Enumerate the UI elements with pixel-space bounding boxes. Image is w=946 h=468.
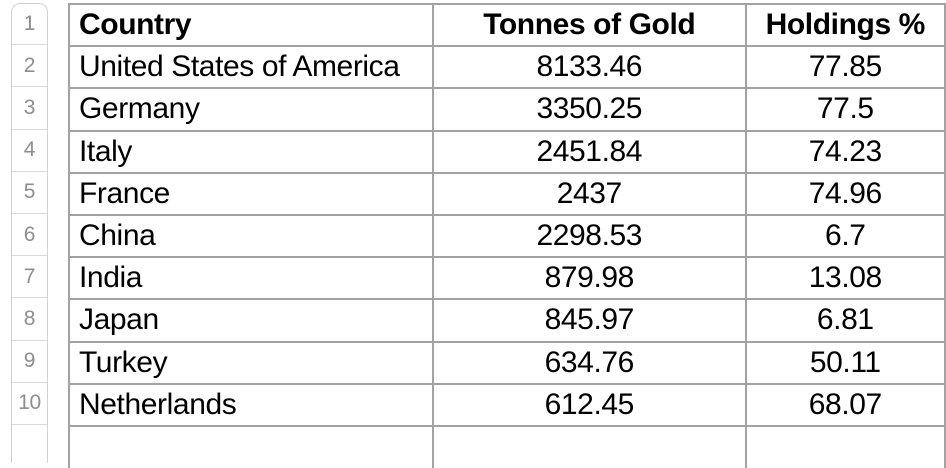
- cell-empty[interactable]: [744, 424, 946, 468]
- table-row: Japan 845.97 6.81: [68, 298, 946, 343]
- row-number-gutter: 1 2 3 4 5 6 7 8 9 10: [11, 3, 48, 463]
- table-row: Turkey 634.76 50.11: [68, 340, 946, 385]
- table-row: Italy 2451.84 74.23: [68, 129, 946, 174]
- cell-holdings[interactable]: 77.85: [744, 45, 946, 90]
- header-row: Country Tonnes of Gold Holdings %: [68, 2, 946, 48]
- cell-tonnes[interactable]: 634.76: [431, 340, 747, 385]
- header-cell-holdings-percent[interactable]: Holdings %: [744, 2, 946, 48]
- row-number[interactable]: 5: [12, 172, 47, 214]
- cell-country[interactable]: China: [68, 213, 434, 259]
- table-row: Germany 3350.25 77.5: [68, 87, 946, 132]
- cell-country[interactable]: Germany: [68, 87, 434, 132]
- cell-holdings[interactable]: 74.96: [744, 171, 946, 216]
- cell-holdings[interactable]: 77.5: [744, 87, 946, 132]
- cell-tonnes[interactable]: 2451.84: [431, 129, 747, 174]
- cell-country[interactable]: France: [68, 171, 434, 216]
- cell-country[interactable]: Turkey: [68, 340, 434, 385]
- cell-tonnes[interactable]: 2298.53: [431, 213, 747, 259]
- row-number-partial[interactable]: [12, 425, 47, 463]
- table-row-partial: [68, 424, 946, 468]
- table-row: China 2298.53 6.7: [68, 213, 946, 259]
- row-number[interactable]: 10: [12, 383, 47, 425]
- cell-tonnes[interactable]: 845.97: [431, 298, 747, 343]
- cell-holdings[interactable]: 6.7: [744, 213, 946, 259]
- cell-tonnes[interactable]: 3350.25: [431, 87, 747, 132]
- row-number[interactable]: 7: [12, 256, 47, 299]
- cell-holdings[interactable]: 6.81: [744, 298, 946, 343]
- cell-tonnes[interactable]: 612.45: [431, 382, 747, 427]
- row-number[interactable]: 4: [12, 130, 47, 172]
- cell-empty[interactable]: [68, 424, 434, 468]
- row-number[interactable]: 1: [12, 4, 47, 46]
- table-row: Netherlands 612.45 68.07: [68, 382, 946, 427]
- header-cell-country[interactable]: Country: [68, 2, 434, 48]
- row-number[interactable]: 9: [12, 341, 47, 383]
- cell-holdings[interactable]: 13.08: [744, 256, 946, 301]
- cell-holdings[interactable]: 74.23: [744, 129, 946, 174]
- cell-holdings[interactable]: 68.07: [744, 382, 946, 427]
- cell-country[interactable]: United States of America: [68, 45, 434, 90]
- table-row: France 2437 74.96: [68, 171, 946, 216]
- row-number[interactable]: 3: [12, 87, 47, 130]
- table-row: India 879.98 13.08: [68, 256, 946, 301]
- row-number[interactable]: 8: [12, 298, 47, 341]
- row-number[interactable]: 6: [12, 214, 47, 257]
- cell-holdings[interactable]: 50.11: [744, 340, 946, 385]
- cell-country[interactable]: Japan: [68, 298, 434, 343]
- cell-country[interactable]: Italy: [68, 129, 434, 174]
- header-cell-tonnes-of-gold[interactable]: Tonnes of Gold: [431, 2, 747, 48]
- cell-tonnes[interactable]: 879.98: [431, 256, 747, 301]
- table-row: United States of America 8133.46 77.85: [68, 45, 946, 90]
- cell-country[interactable]: India: [68, 256, 434, 301]
- row-number[interactable]: 2: [12, 45, 47, 88]
- cell-empty[interactable]: [431, 424, 747, 468]
- spreadsheet-table: Country Tonnes of Gold Holdings % United…: [68, 2, 946, 468]
- cell-tonnes[interactable]: 2437: [431, 171, 747, 216]
- cell-tonnes[interactable]: 8133.46: [431, 45, 747, 90]
- cell-country[interactable]: Netherlands: [68, 382, 434, 427]
